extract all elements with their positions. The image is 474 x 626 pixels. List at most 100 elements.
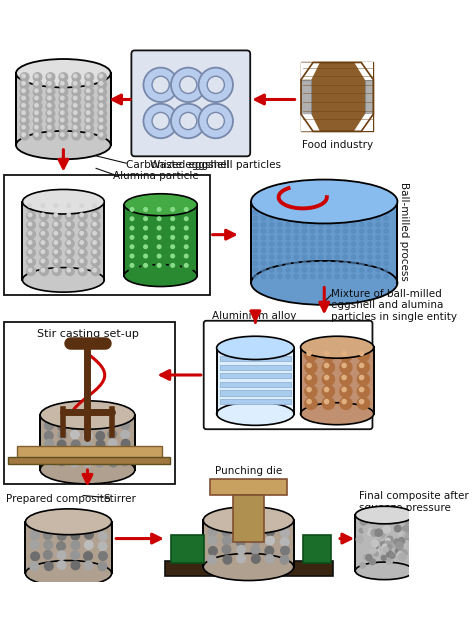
- Circle shape: [59, 116, 68, 125]
- Circle shape: [398, 541, 405, 548]
- Circle shape: [48, 111, 51, 115]
- Circle shape: [98, 102, 107, 111]
- Ellipse shape: [16, 59, 111, 88]
- Circle shape: [54, 232, 57, 235]
- Circle shape: [302, 274, 307, 279]
- Circle shape: [209, 528, 217, 536]
- Circle shape: [93, 232, 96, 235]
- Circle shape: [144, 264, 147, 267]
- Circle shape: [72, 110, 81, 118]
- Circle shape: [40, 267, 48, 275]
- Circle shape: [302, 223, 307, 227]
- Circle shape: [67, 269, 71, 272]
- Ellipse shape: [124, 194, 197, 216]
- Circle shape: [384, 255, 388, 259]
- Circle shape: [85, 124, 93, 133]
- Circle shape: [294, 223, 299, 227]
- Circle shape: [365, 555, 372, 561]
- Circle shape: [128, 262, 139, 272]
- Bar: [220, 391, 291, 396]
- Circle shape: [155, 215, 166, 225]
- Circle shape: [155, 243, 166, 254]
- Circle shape: [302, 242, 307, 246]
- Circle shape: [405, 533, 412, 540]
- Ellipse shape: [251, 261, 397, 305]
- Circle shape: [120, 457, 129, 466]
- Circle shape: [373, 517, 379, 523]
- Circle shape: [261, 268, 266, 272]
- Circle shape: [78, 221, 87, 229]
- Circle shape: [67, 259, 71, 263]
- Circle shape: [142, 243, 152, 254]
- Circle shape: [85, 110, 93, 118]
- FancyBboxPatch shape: [4, 322, 175, 485]
- Circle shape: [302, 261, 307, 265]
- Circle shape: [368, 550, 373, 555]
- Circle shape: [72, 95, 81, 103]
- Circle shape: [20, 80, 29, 89]
- Circle shape: [270, 261, 274, 265]
- Circle shape: [294, 203, 299, 208]
- Circle shape: [45, 458, 54, 466]
- Circle shape: [319, 210, 323, 214]
- Circle shape: [335, 255, 339, 259]
- Circle shape: [93, 222, 96, 226]
- Circle shape: [327, 255, 331, 259]
- Ellipse shape: [355, 562, 414, 580]
- Circle shape: [395, 548, 402, 554]
- Circle shape: [46, 131, 55, 140]
- Circle shape: [322, 386, 335, 398]
- Circle shape: [376, 203, 380, 208]
- Circle shape: [48, 126, 51, 129]
- Circle shape: [208, 520, 217, 528]
- Circle shape: [71, 531, 80, 540]
- Circle shape: [35, 126, 38, 129]
- Circle shape: [20, 73, 29, 81]
- Circle shape: [58, 431, 67, 439]
- Circle shape: [342, 399, 346, 404]
- Circle shape: [253, 255, 257, 259]
- Bar: [220, 365, 291, 370]
- Circle shape: [97, 521, 106, 529]
- Circle shape: [343, 261, 347, 265]
- Circle shape: [307, 399, 311, 404]
- Circle shape: [33, 88, 42, 96]
- Circle shape: [357, 386, 369, 398]
- Circle shape: [155, 262, 166, 272]
- Circle shape: [65, 249, 74, 257]
- Circle shape: [45, 448, 54, 457]
- Circle shape: [155, 225, 166, 235]
- FancyBboxPatch shape: [4, 175, 210, 295]
- Circle shape: [253, 210, 257, 214]
- Circle shape: [368, 261, 372, 265]
- Circle shape: [59, 131, 68, 140]
- Circle shape: [310, 249, 315, 253]
- Circle shape: [78, 249, 87, 257]
- Circle shape: [71, 561, 80, 570]
- Ellipse shape: [26, 509, 111, 535]
- Circle shape: [57, 440, 66, 449]
- Circle shape: [381, 541, 385, 546]
- Ellipse shape: [251, 180, 397, 223]
- Circle shape: [78, 212, 87, 220]
- Circle shape: [384, 242, 388, 246]
- Bar: [210, 479, 287, 495]
- Circle shape: [294, 235, 299, 240]
- Circle shape: [80, 269, 83, 272]
- Circle shape: [121, 431, 129, 439]
- Bar: [303, 535, 331, 563]
- Circle shape: [58, 423, 66, 431]
- Circle shape: [251, 528, 260, 536]
- Circle shape: [322, 373, 335, 386]
- Circle shape: [368, 216, 372, 220]
- Circle shape: [67, 222, 71, 226]
- Circle shape: [57, 551, 66, 560]
- Circle shape: [371, 529, 378, 536]
- Circle shape: [48, 118, 51, 121]
- Circle shape: [223, 518, 231, 527]
- Circle shape: [22, 74, 25, 78]
- Circle shape: [340, 398, 352, 409]
- Circle shape: [270, 229, 274, 233]
- Circle shape: [65, 202, 74, 211]
- Circle shape: [155, 206, 166, 216]
